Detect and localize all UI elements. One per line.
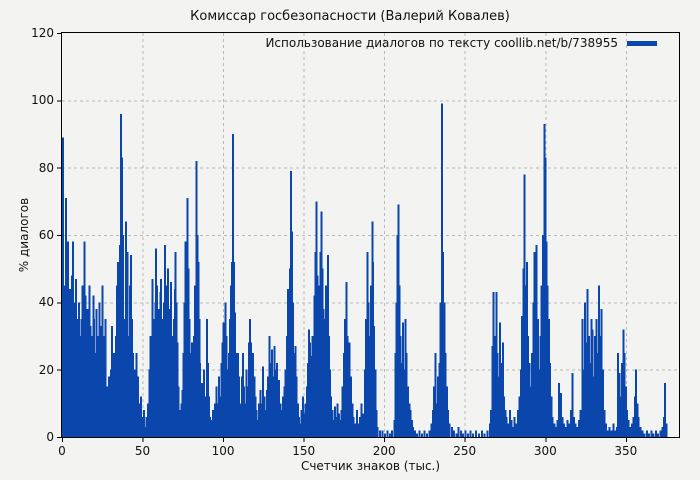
y-tick-label: 60 bbox=[38, 228, 54, 242]
x-tick-label: 300 bbox=[533, 444, 557, 458]
legend-label: Использование диалогов по тексту coollib… bbox=[265, 36, 618, 50]
legend: Использование диалогов по тексту coollib… bbox=[265, 36, 657, 50]
y-tick-label: 120 bbox=[31, 26, 54, 40]
legend-swatch bbox=[627, 40, 657, 46]
y-tick-label: 100 bbox=[31, 93, 54, 108]
y-tick-label: 40 bbox=[38, 295, 54, 310]
y-tick-label: 20 bbox=[38, 362, 54, 377]
x-tick-label: 100 bbox=[211, 444, 235, 458]
y-tick-label: 0 bbox=[46, 430, 54, 444]
x-axis-label: Счетчик знаков (тыс.) bbox=[300, 459, 441, 473]
chart-title: Комиссар госбезопасности (Валерий Ковале… bbox=[190, 9, 510, 24]
y-tick-label: 80 bbox=[38, 160, 54, 175]
plot-frame bbox=[61, 32, 680, 438]
x-tick-label: 200 bbox=[372, 444, 396, 458]
x-tick-label: 50 bbox=[134, 444, 151, 458]
x-tick-label: 350 bbox=[614, 444, 638, 458]
x-tick-label: 150 bbox=[292, 444, 316, 458]
x-tick-label: 250 bbox=[453, 444, 477, 458]
x-tick-label: 0 bbox=[58, 444, 66, 458]
